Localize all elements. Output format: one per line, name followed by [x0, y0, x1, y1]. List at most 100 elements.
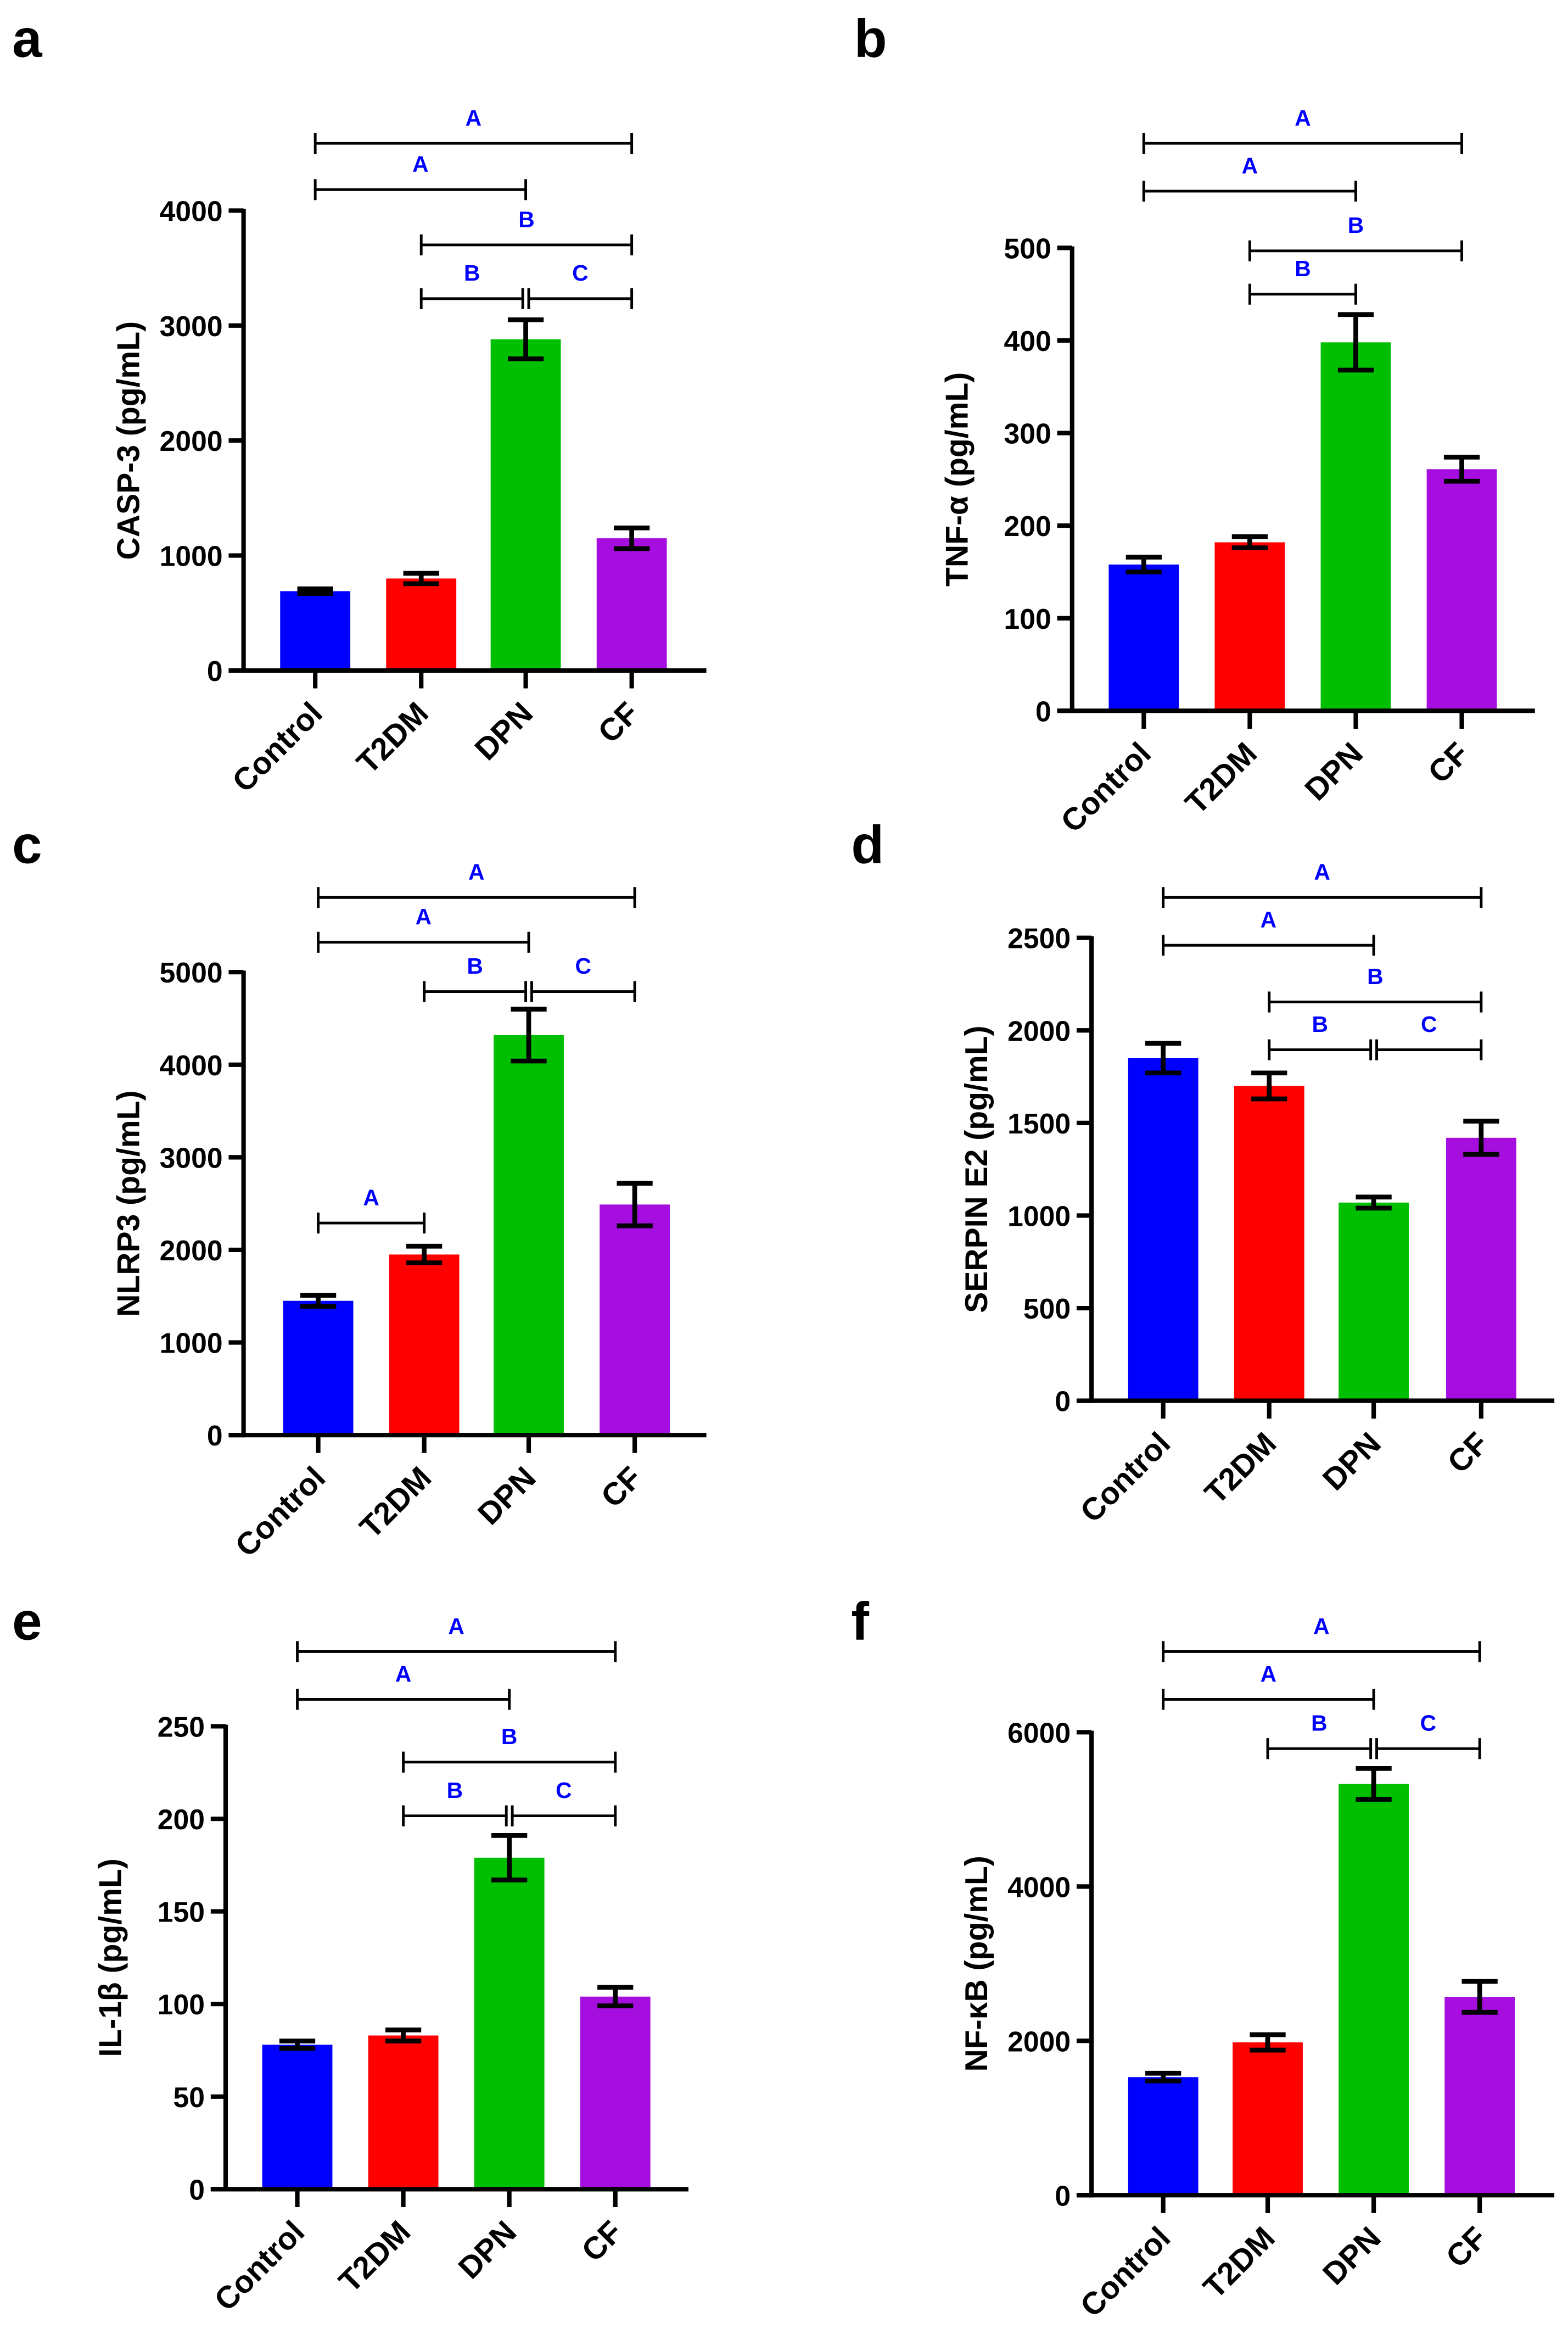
y-tick-label: 400: [1004, 325, 1051, 357]
significance-label: A: [1261, 907, 1276, 932]
significance-label: A: [1314, 859, 1330, 885]
significance-bracket: [1268, 1039, 1373, 1060]
bar-t2dm: [1233, 2042, 1303, 2196]
error-bar: [614, 525, 650, 551]
significance-label: A: [1313, 1613, 1329, 1639]
significance-label: B: [467, 953, 483, 979]
x-tick-label: Control: [208, 2214, 311, 2318]
y-tick-label: 2000: [1007, 1015, 1071, 1047]
error-bar: [511, 1007, 547, 1064]
error-bar: [597, 1985, 634, 2008]
error-bar: [1125, 555, 1162, 574]
significance-bracket: [511, 1805, 617, 1827]
x-tick-label: T2DM: [1179, 736, 1264, 821]
significance-bracket: [423, 981, 528, 1002]
y-tick-label: 0: [207, 1420, 223, 1451]
bar-control: [283, 1300, 354, 1436]
y-tick-label: 4000: [160, 1049, 223, 1081]
x-tick-label: Control: [226, 695, 329, 799]
significance-label: C: [575, 953, 591, 979]
y-tick-label: 1000: [160, 540, 223, 572]
significance-bracket: [530, 981, 636, 1002]
x-tick-label: T2DM: [350, 695, 435, 780]
y-tick-label: 300: [1004, 418, 1051, 450]
y-axis-label: NF-κB (pg/mL): [959, 1856, 994, 2071]
error-bar: [491, 1833, 528, 1883]
error-bar: [1145, 1041, 1181, 1076]
x-tick-label: DPN: [468, 695, 540, 767]
bar-dpn: [1339, 1202, 1409, 1401]
error-bar: [1251, 1070, 1287, 1102]
significance-label: C: [572, 260, 588, 286]
significance-label: B: [447, 1778, 463, 1803]
significance-label: B: [1367, 964, 1383, 989]
y-tick-label: 4000: [160, 195, 223, 227]
x-tick-label: T2DM: [1198, 1426, 1283, 1511]
significance-bracket: [419, 234, 634, 255]
panel-letter: a: [12, 8, 43, 68]
significance-label: A: [1295, 105, 1311, 130]
significance-label: B: [1348, 213, 1364, 238]
y-tick-label: 4000: [1007, 1871, 1071, 1903]
panel-a: a 0 1000 2000 3000 4000 Control T2DM DPN CF CASP-3…: [12, 8, 707, 799]
bar-control: [1108, 564, 1179, 711]
significance-bracket: [1248, 240, 1463, 261]
x-tick-label: T2DM: [1196, 2220, 1281, 2305]
bar-cf: [1444, 1997, 1515, 2196]
x-tick-label: T2DM: [332, 2214, 417, 2299]
error-bar: [1443, 455, 1480, 484]
error-bar: [507, 317, 544, 361]
x-tick-label: CF: [575, 2214, 629, 2269]
significance-bracket: [1162, 1689, 1375, 1710]
significance-label: A: [466, 105, 481, 130]
significance-bracket: [1268, 991, 1483, 1013]
x-tick-label: CF: [1421, 736, 1476, 790]
y-tick-label: 2500: [1007, 923, 1071, 954]
y-tick-label: 150: [158, 1896, 205, 1928]
error-bar: [1356, 1194, 1392, 1211]
x-tick-label: CF: [595, 1460, 649, 1515]
significance-bracket: [317, 1212, 426, 1234]
y-tick-label: 500: [1004, 232, 1051, 264]
bar-cf: [596, 538, 667, 671]
significance-bracket: [419, 288, 524, 309]
bar-cf: [1446, 1137, 1516, 1401]
y-tick-label: 1000: [160, 1327, 223, 1359]
panel-letter: f: [851, 1591, 869, 1651]
significance-label: B: [1311, 1711, 1327, 1736]
significance-label: B: [464, 260, 480, 286]
significance-bracket: [1162, 887, 1483, 908]
error-bar: [1463, 1119, 1499, 1157]
y-tick-label: 6000: [1007, 1717, 1071, 1749]
bar-cf: [1426, 469, 1497, 711]
x-tick-label: Control: [1054, 736, 1158, 840]
y-tick-label: 0: [1035, 695, 1051, 727]
y-tick-label: 250: [158, 1711, 205, 1743]
error-bar: [1145, 2070, 1181, 2084]
significance-label: A: [363, 1185, 379, 1210]
bar-t2dm: [389, 1254, 460, 1436]
significance-bracket: [1142, 181, 1357, 202]
error-bar: [617, 1181, 653, 1228]
x-tick-label: Control: [1073, 1426, 1177, 1529]
bar-dpn: [494, 1035, 564, 1436]
significance-label: A: [412, 152, 428, 177]
significance-bracket: [296, 1689, 511, 1710]
bar-cf: [600, 1204, 670, 1436]
error-bar: [403, 571, 439, 587]
error-bar: [1231, 534, 1268, 550]
error-bar: [297, 586, 333, 596]
y-tick-label: 0: [1055, 1386, 1071, 1417]
significance-label: B: [518, 206, 534, 232]
y-tick-label: 1000: [1007, 1200, 1071, 1232]
significance-bracket: [317, 931, 530, 953]
y-tick-label: 0: [207, 655, 223, 687]
significance-label: C: [1421, 1012, 1437, 1037]
significance-label: C: [556, 1778, 572, 1803]
y-axis-label: SERPIN E2 (pg/mL): [959, 1025, 994, 1313]
y-tick-label: 3000: [160, 310, 223, 342]
y-tick-label: 50: [173, 2081, 204, 2113]
significance-bracket: [313, 179, 528, 200]
significance-label: C: [1420, 1711, 1436, 1736]
